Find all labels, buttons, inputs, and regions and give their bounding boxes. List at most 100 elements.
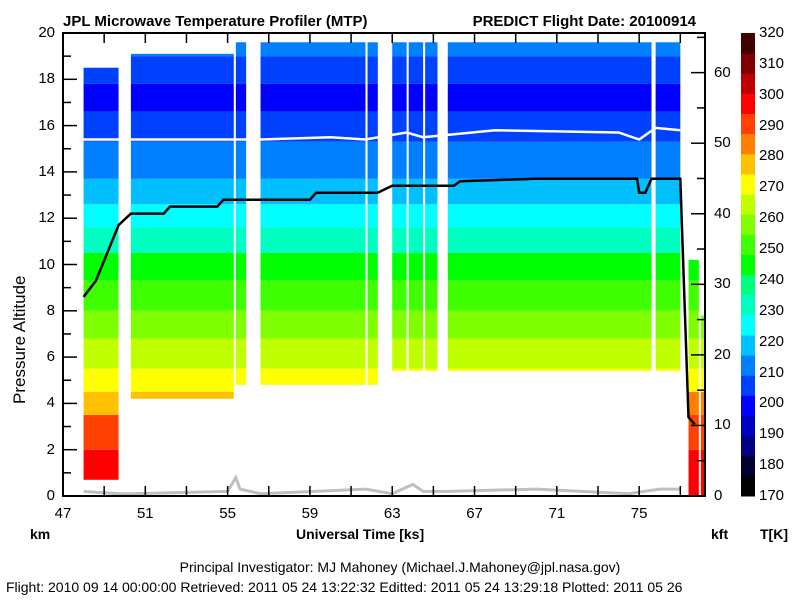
heatmap-cell bbox=[688, 310, 699, 339]
heatmap-cell bbox=[235, 178, 247, 205]
heatmap-cell bbox=[655, 310, 681, 339]
heatmap-cell bbox=[425, 252, 438, 281]
heatmap-cell bbox=[235, 111, 247, 142]
heatmap-cell bbox=[655, 252, 681, 281]
heatmap-cell bbox=[260, 310, 366, 339]
colorbar-swatch bbox=[741, 194, 755, 215]
heatmap-cell bbox=[688, 391, 699, 415]
colorbar-swatch bbox=[741, 53, 755, 74]
heatmap-cell bbox=[130, 252, 234, 281]
heatmap-cell bbox=[655, 111, 681, 142]
colorbar bbox=[741, 33, 755, 497]
heatmap-cell bbox=[83, 83, 119, 112]
heatmap-cell bbox=[447, 56, 652, 84]
colorbar-swatch bbox=[741, 435, 755, 457]
heatmap-cell bbox=[425, 310, 438, 339]
colorbar-swatch bbox=[741, 375, 755, 396]
heatmap-cell bbox=[700, 449, 705, 496]
heatmap-cell bbox=[130, 178, 234, 205]
x-tick-label: 75 bbox=[630, 505, 648, 522]
heatmap-cell bbox=[83, 67, 119, 84]
heatmap-cell bbox=[367, 141, 378, 179]
colorbar-swatch bbox=[741, 475, 755, 497]
heatmap-cell bbox=[235, 368, 247, 385]
heatmap-cell bbox=[83, 141, 119, 179]
heatmap-cell bbox=[130, 310, 234, 339]
heatmap-cell bbox=[688, 280, 699, 311]
footer-pi: Principal Investigator: MJ Mahoney (Mich… bbox=[179, 559, 621, 575]
y-tick-label: 6 bbox=[46, 348, 55, 366]
heatmap-cell bbox=[655, 204, 681, 228]
heatmap-cell bbox=[408, 310, 424, 339]
y2-tick-label: 60 bbox=[714, 63, 731, 81]
colorbar-tick-label: 250 bbox=[759, 240, 785, 258]
heatmap-cell bbox=[408, 368, 424, 371]
colorbar-swatch bbox=[741, 133, 755, 155]
x-tick-label: 63 bbox=[383, 505, 401, 522]
heatmap-cell bbox=[130, 280, 234, 311]
heatmap-cell bbox=[235, 204, 247, 228]
y-axis-label: Pressure Altitude bbox=[10, 275, 29, 404]
heatmap-cell bbox=[392, 204, 407, 228]
y2-tick-label: 0 bbox=[714, 487, 723, 504]
heatmap-segment bbox=[367, 42, 378, 385]
heatmap-cell bbox=[447, 42, 652, 57]
colorbar-unit-label: T[K] bbox=[760, 526, 788, 542]
x-tick-label: 59 bbox=[301, 505, 319, 522]
heatmap-cell bbox=[392, 310, 407, 339]
heatmap-cell bbox=[688, 259, 699, 281]
heatmap-cell bbox=[655, 280, 681, 311]
heatmap-cell bbox=[235, 42, 247, 57]
footer-dates: Flight: 2010 09 14 00:00:00 Retrieved: 2… bbox=[6, 579, 683, 595]
heatmap-cell bbox=[392, 280, 407, 311]
heatmap-cell bbox=[130, 53, 234, 57]
heatmap-cell bbox=[235, 141, 247, 179]
colorbar-swatch bbox=[741, 33, 755, 54]
heatmap-cell bbox=[367, 111, 378, 142]
heatmap-cell bbox=[392, 141, 407, 179]
colorbar-tick-label: 270 bbox=[759, 178, 785, 196]
axis-ticks bbox=[62, 32, 705, 497]
heatmap-cell bbox=[447, 204, 652, 228]
heatmap-segment bbox=[408, 42, 424, 371]
y-tick-label: 14 bbox=[38, 162, 55, 180]
heatmap-cell bbox=[392, 227, 407, 253]
heatmap-cell bbox=[392, 252, 407, 281]
colorbar-swatch bbox=[741, 173, 755, 195]
colorbar-tick-label: 320 bbox=[759, 24, 785, 41]
heatmap-cell bbox=[408, 280, 424, 311]
heatmap-cell bbox=[392, 178, 407, 205]
y2-tick-label: 10 bbox=[714, 416, 731, 434]
heatmap-segment bbox=[425, 42, 438, 371]
heatmap-cell bbox=[700, 315, 705, 339]
colorbar-tick-label: 170 bbox=[759, 487, 785, 504]
heatmap-cell bbox=[367, 252, 378, 281]
heatmap-segment bbox=[700, 315, 705, 496]
colorbar-swatch bbox=[741, 415, 755, 437]
heatmap-cell bbox=[425, 111, 438, 142]
colorbar-swatch bbox=[741, 334, 755, 356]
heatmap-cell bbox=[260, 56, 366, 84]
heatmap-cell bbox=[408, 204, 424, 228]
colorbar-tick-label: 190 bbox=[759, 425, 785, 443]
heatmap-cell bbox=[447, 252, 652, 281]
heatmap-cell bbox=[425, 368, 438, 371]
colorbar-swatch bbox=[741, 254, 755, 276]
heatmap-cell bbox=[367, 227, 378, 253]
heatmap-cell bbox=[392, 42, 407, 57]
y-tick-label: 18 bbox=[38, 70, 55, 88]
heatmap-cell bbox=[130, 391, 234, 399]
heatmap-cell bbox=[235, 252, 247, 281]
heatmap-cell bbox=[83, 368, 119, 392]
heatmap-cell bbox=[83, 280, 119, 311]
y2-tick-label: 20 bbox=[714, 345, 731, 363]
heatmap-cell bbox=[235, 227, 247, 253]
x-tick-label: 51 bbox=[136, 505, 154, 522]
heatmap-cell bbox=[447, 227, 652, 253]
heatmap-cell bbox=[688, 414, 699, 450]
heatmap-cell bbox=[235, 280, 247, 311]
heatmap-cell bbox=[408, 178, 424, 205]
heatmap-segment bbox=[235, 42, 247, 385]
heatmap-cell bbox=[447, 338, 652, 369]
heatmap-cell bbox=[130, 111, 234, 142]
